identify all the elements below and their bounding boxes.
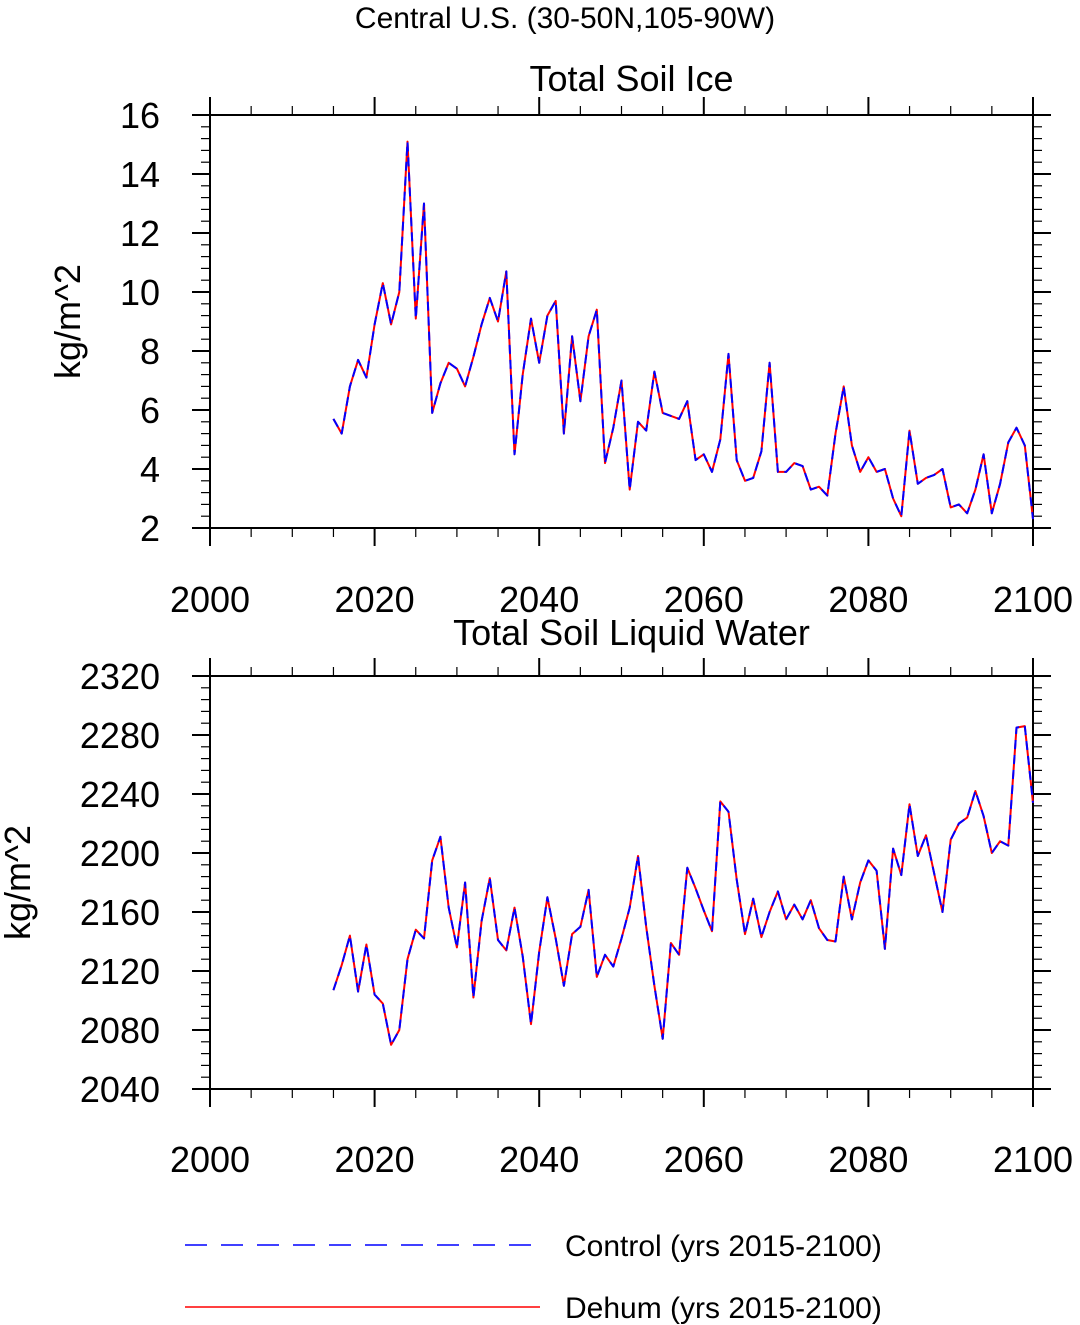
y-tick-label: 14 — [120, 154, 160, 195]
y-tick-label: 2 — [140, 508, 160, 549]
series-dehum-line — [332, 725, 1034, 1046]
y-tick-label: 2280 — [80, 715, 160, 756]
figure-title: Central U.S. (30-50N,105-90W) — [355, 2, 775, 35]
y-tick-label: 2080 — [80, 1010, 160, 1051]
y-tick-label: 2240 — [80, 774, 160, 815]
x-tick-label: 2100 — [993, 1139, 1073, 1180]
series-dehum-line — [332, 140, 1034, 520]
legend: Control (yrs 2015-2100) Dehum (yrs 2015-… — [185, 1230, 882, 1325]
y-tick-label: 2040 — [80, 1069, 160, 1110]
chart-title: Total Soil Liquid Water — [453, 612, 810, 653]
legend-dehum-label: Dehum (yrs 2015-2100) — [565, 1292, 882, 1325]
y-tick-label: 6 — [140, 390, 160, 431]
x-tick-label: 2040 — [499, 1139, 579, 1180]
y-axis-label: kg/m^2 — [47, 264, 88, 379]
y-tick-label: 4 — [140, 449, 160, 490]
y-tick-label: 2200 — [80, 833, 160, 874]
y-tick-label: 8 — [140, 331, 160, 372]
x-tick-label: 2040 — [499, 579, 579, 620]
x-tick-label: 2100 — [993, 579, 1073, 620]
y-tick-label: 2160 — [80, 892, 160, 933]
x-tick-label: 2000 — [170, 1139, 250, 1180]
chart-title: Total Soil Ice — [529, 58, 733, 99]
series-control-line — [332, 140, 1034, 520]
series-control-line — [332, 725, 1034, 1046]
y-tick-label: 2120 — [80, 951, 160, 992]
x-tick-label: 2020 — [335, 579, 415, 620]
panel-soil-ice: 2000 2020 2040 2060 2080 2100 2 4 6 8 10 12 14 16 Tota… — [47, 58, 1073, 620]
x-tick-label: 2080 — [828, 1139, 908, 1180]
plot-frame — [209, 114, 1034, 529]
x-tick-label: 2060 — [664, 1139, 744, 1180]
y-tick-label: 12 — [120, 213, 160, 254]
y-tick-label: 2320 — [80, 656, 160, 697]
x-tick-label: 2080 — [828, 579, 908, 620]
x-tick-label: 2020 — [335, 1139, 415, 1180]
x-tick-label: 2000 — [170, 579, 250, 620]
legend-control-label: Control (yrs 2015-2100) — [565, 1230, 882, 1263]
plot-frame — [209, 675, 1034, 1090]
y-tick-label: 16 — [120, 95, 160, 136]
x-tick-label: 2060 — [664, 579, 744, 620]
y-tick-label: 10 — [120, 272, 160, 313]
y-axis-label: kg/m^2 — [0, 825, 38, 940]
panel-soil-liquid-water: 2000 2020 2040 2060 2080 2100 2040 2080 2120 2160… — [0, 612, 1073, 1180]
